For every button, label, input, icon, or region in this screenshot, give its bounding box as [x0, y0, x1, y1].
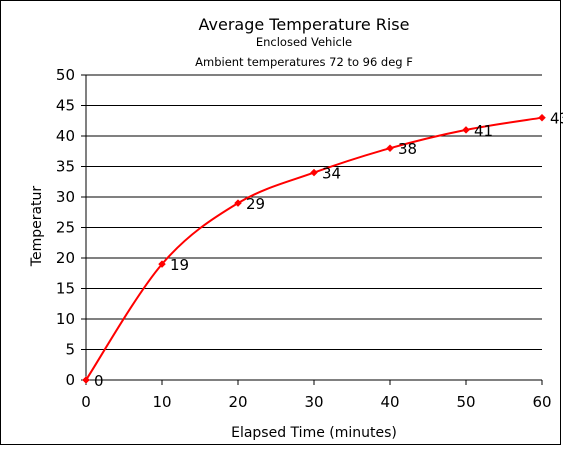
- x-tick-label: 50: [456, 393, 475, 411]
- x-tick-label: 30: [304, 393, 323, 411]
- data-label: 34: [322, 165, 341, 183]
- x-tick-label: 0: [81, 393, 91, 411]
- y-tick-label: 10: [56, 310, 75, 328]
- x-tick-label: 20: [228, 393, 247, 411]
- data-markers: [82, 113, 546, 384]
- data-label: 0: [94, 372, 104, 390]
- data-point-marker: [462, 126, 470, 134]
- data-point-marker: [538, 113, 546, 122]
- y-tick-label: 45: [56, 97, 75, 115]
- gridlines: [86, 74, 542, 350]
- y-tick-label: 0: [65, 371, 75, 389]
- data-labels: 0 19 29 34 38 41 43: [94, 110, 563, 390]
- y-tick-label: 35: [56, 158, 75, 176]
- x-tick-label: 60: [532, 393, 551, 411]
- y-axis-title: Temperatur: [29, 186, 45, 268]
- y-tick-label: 20: [56, 249, 75, 267]
- y-tick-label: 25: [56, 219, 75, 237]
- x-tick-labels: 0 10 20 30 40 50 60: [81, 393, 551, 411]
- data-label: 29: [246, 195, 265, 213]
- y-tick-label: 5: [65, 341, 75, 359]
- data-point-marker: [82, 376, 90, 384]
- data-label: 41: [474, 122, 493, 140]
- chart-subtitle-1: Enclosed Vehicle: [256, 35, 352, 49]
- data-label: 38: [398, 140, 417, 158]
- y-tick-label: 15: [56, 280, 75, 298]
- data-point-marker: [386, 144, 394, 153]
- data-point-marker: [310, 168, 318, 177]
- data-label: 19: [170, 256, 189, 274]
- x-tick-label: 40: [380, 393, 399, 411]
- data-point-marker: [234, 199, 242, 207]
- axes: [81, 74, 543, 385]
- y-tick-labels: 0 5 10 15 20 25 30 35 40 45 50: [56, 66, 75, 389]
- data-label: 43: [550, 110, 563, 128]
- data-point-marker: [158, 260, 166, 268]
- y-tick-label: 30: [56, 188, 75, 206]
- chart-title: Average Temperature Rise: [199, 15, 410, 34]
- x-tick-label: 10: [152, 393, 171, 411]
- x-axis-title: Elapsed Time (minutes): [231, 425, 397, 441]
- y-tick-label: 50: [56, 66, 75, 84]
- y-tick-label: 40: [56, 127, 75, 145]
- chart-subtitle-2: Ambient temperatures 72 to 96 deg F: [195, 55, 413, 69]
